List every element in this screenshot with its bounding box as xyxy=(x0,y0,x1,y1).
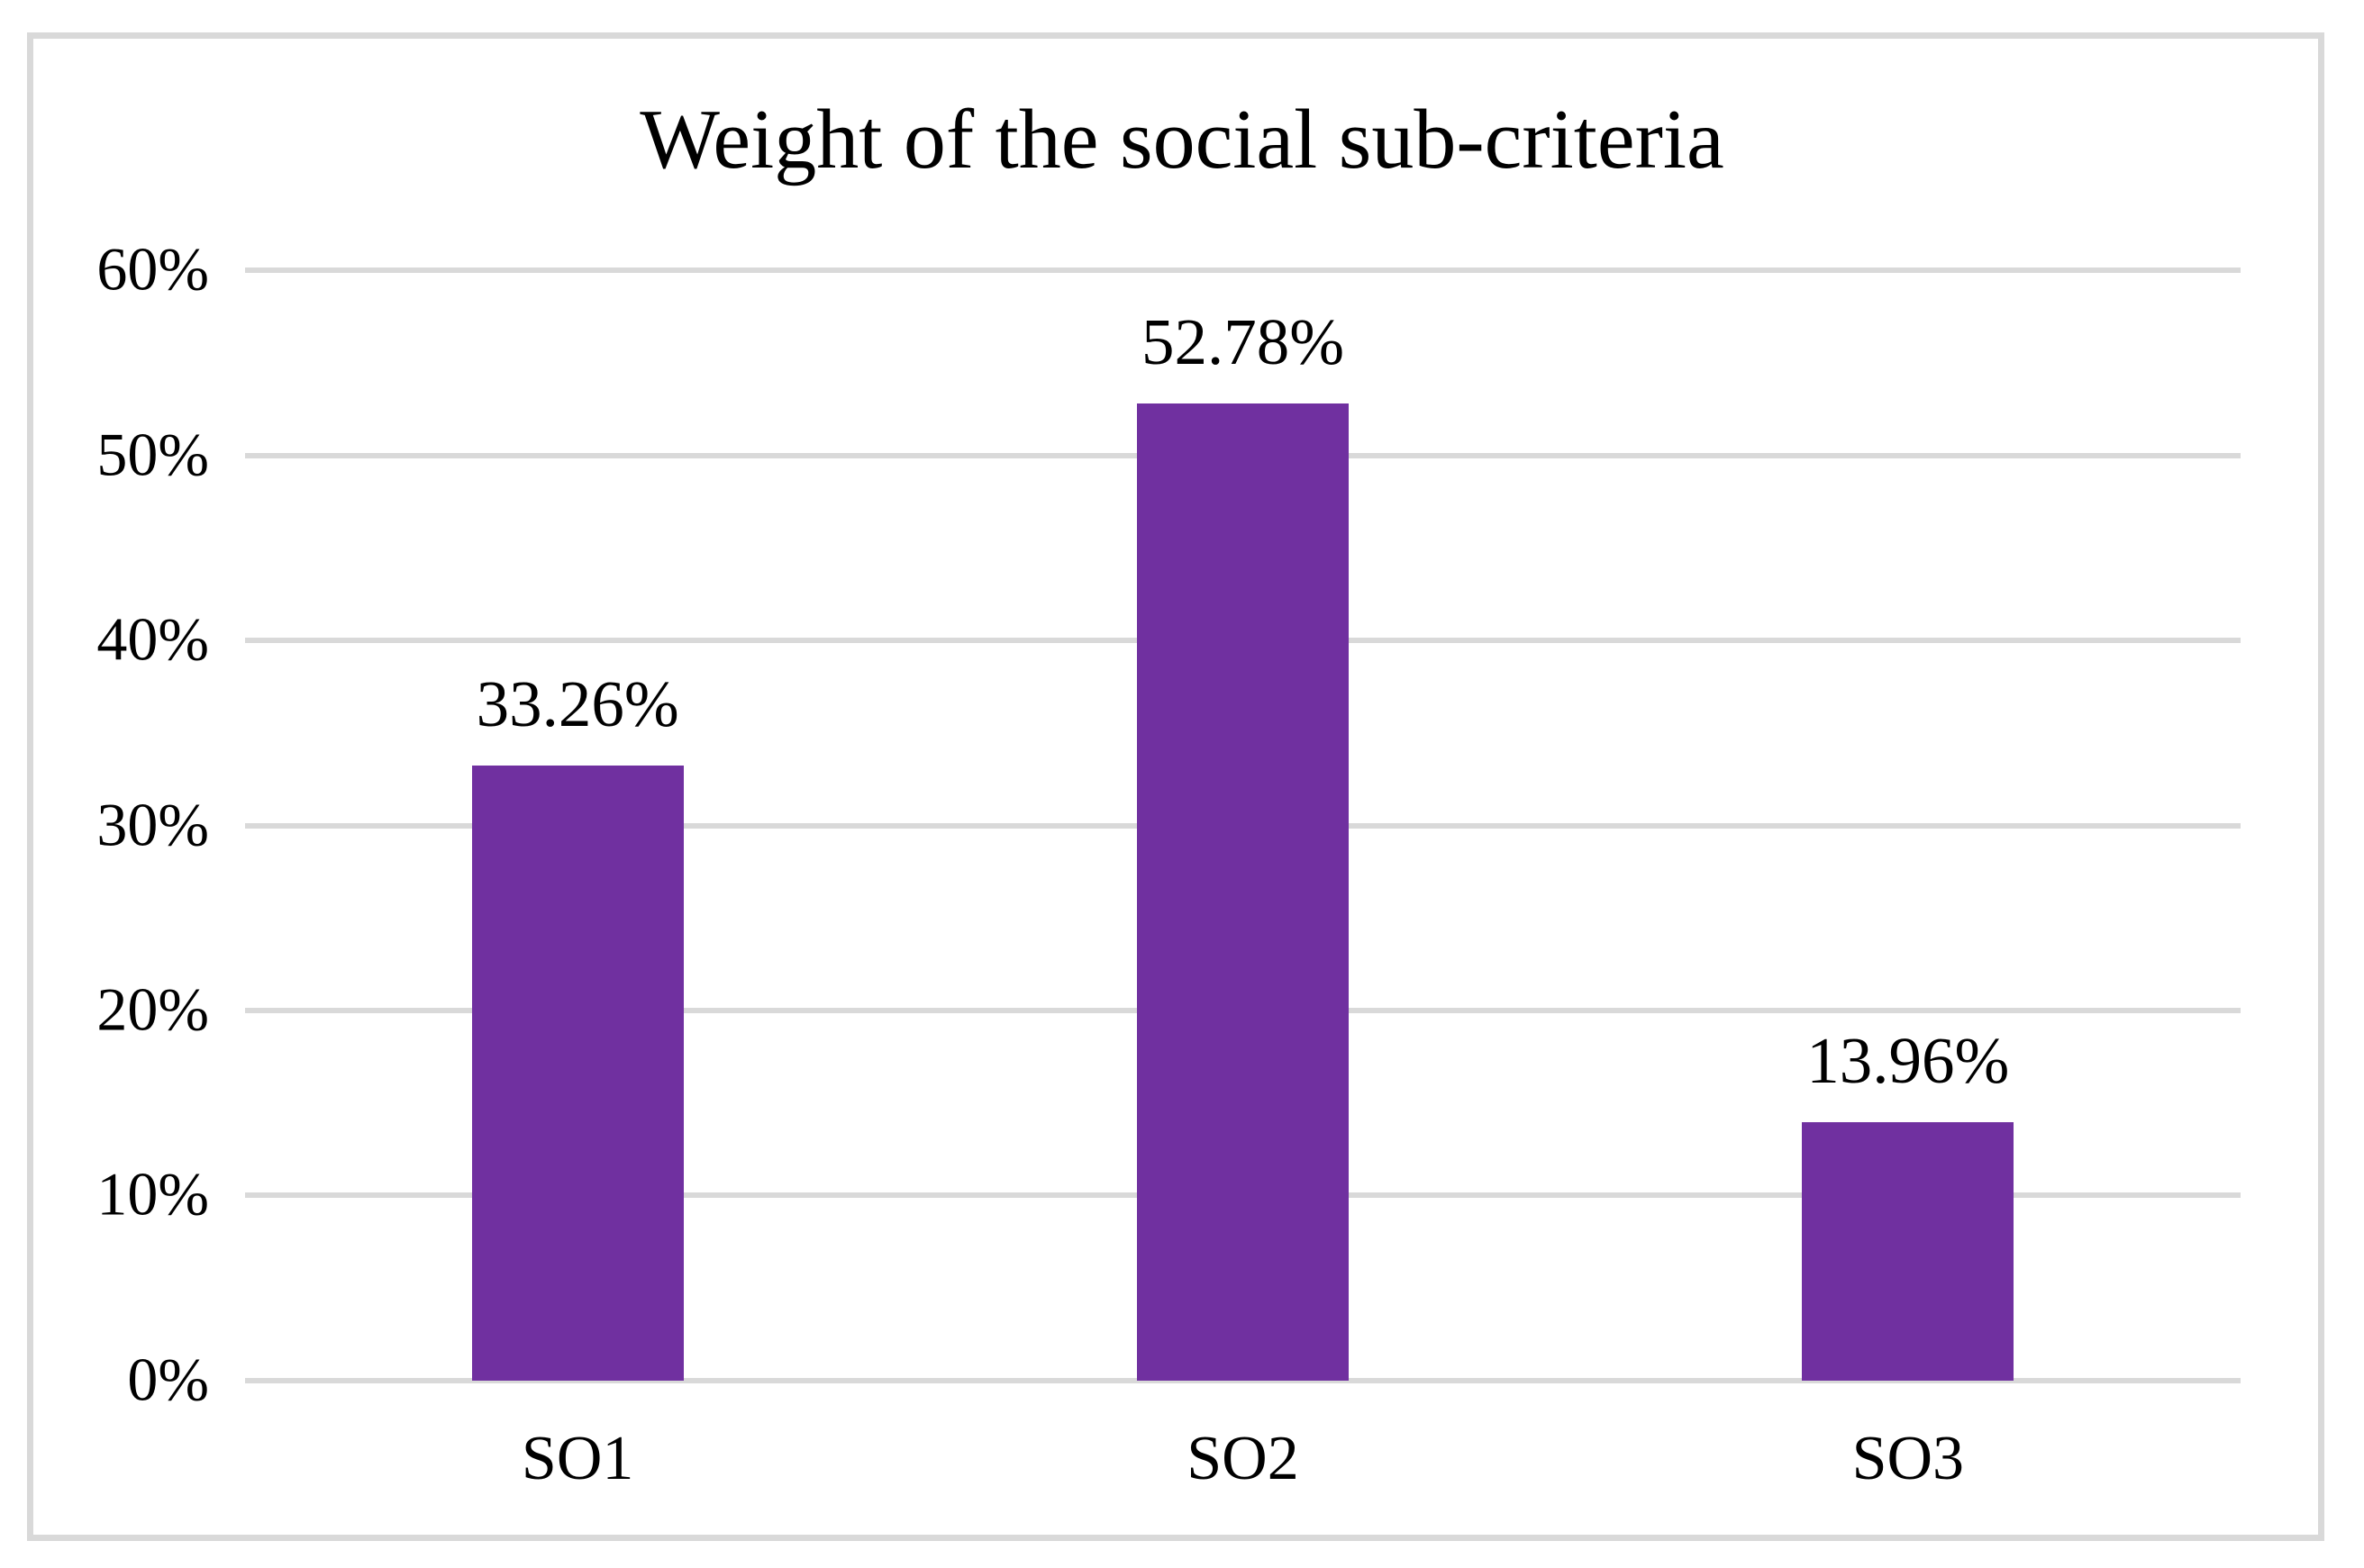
y-axis-tick-label: 40% xyxy=(96,604,209,674)
x-axis-category-label-so2: SO2 xyxy=(1187,1424,1299,1493)
plot-area: 33.26% 52.78% 13.96% xyxy=(245,267,2241,1383)
bar-group-so1: 33.26% xyxy=(245,270,910,1381)
bar-so3 xyxy=(1802,1122,2014,1381)
gridline xyxy=(245,267,2241,273)
x-axis: SO1 SO2 SO3 xyxy=(245,1381,2241,1491)
y-axis-tick-label: 50% xyxy=(96,420,209,489)
y-axis-tick-label: 0% xyxy=(127,1345,209,1414)
bar-so1 xyxy=(471,765,684,1381)
bar-group-so2: 52.78% xyxy=(910,270,1575,1381)
x-axis-category-label-so3: SO3 xyxy=(1851,1424,1965,1493)
y-axis-tick-label: 60% xyxy=(96,234,209,304)
bar-so2 xyxy=(1136,403,1349,1381)
bar-group-so3: 13.96% xyxy=(1576,270,2241,1381)
y-axis-tick-label: 30% xyxy=(96,790,209,859)
gridline xyxy=(245,1378,2241,1383)
chart-title: Weight of the social sub-criteria xyxy=(640,93,1724,186)
bars: 33.26% 52.78% 13.96% xyxy=(245,270,2241,1381)
y-axis: 60% 50% 40% 30% 20% 10% 0% xyxy=(0,239,209,1410)
x-axis-category-label-so1: SO1 xyxy=(521,1424,634,1493)
bar-value-label-so1: 33.26% xyxy=(476,666,679,740)
y-axis-tick-label: 10% xyxy=(96,1160,209,1229)
bar-value-label-so3: 13.96% xyxy=(1806,1024,2010,1098)
bar-value-label-so2: 52.78% xyxy=(1141,305,1345,379)
y-axis-tick-label: 20% xyxy=(96,974,209,1044)
